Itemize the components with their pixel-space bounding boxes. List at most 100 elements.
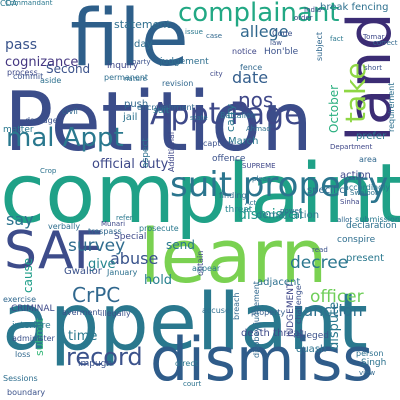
cloud-word: administer [12,334,55,343]
cloud-word: view [359,369,376,377]
cloud-word: dismiss [150,325,374,395]
cloud-word: court [183,380,202,388]
cloud-word: interfere [12,321,51,331]
cloud-word: Department [330,143,373,151]
cloud-word: refer [116,214,133,222]
cloud-word: decree [290,253,349,273]
cloud-word: learn [140,214,328,300]
cloud-word: alleged [296,331,330,341]
cloud-word: day [134,39,153,50]
cloud-word: Sinha [340,198,360,206]
cloud-word: damage [25,116,58,125]
cloud-word: complainant [178,0,340,28]
cloud-word: hold [144,273,173,288]
cloud-word: declaration [346,221,397,231]
cloud-word: CRIMINAL [11,304,55,314]
cloud-word: death threat [241,328,304,339]
cloud-word: correct [373,39,398,47]
cloud-word: prefer [356,131,387,142]
cloud-word: send [166,238,195,252]
cloud-word: prosecute [139,224,179,233]
cloud-word: Appt Page [150,97,303,132]
cloud-word: Petition [4,75,313,170]
cloud-word: January [107,268,138,277]
cloud-word: direct [175,359,198,368]
cloud-word: disobey judgement [252,281,261,358]
cloud-word: survey [68,236,126,256]
cloud-word: specific [307,185,345,196]
cloud-word: permanent [104,73,149,82]
cloud-word: mal Appt [6,123,124,153]
cloud-word: Commandant [5,0,53,7]
cloud-word: party [132,58,151,66]
cloud-word: suit [153,106,170,116]
cloud-word: boundary [7,388,46,397]
cloud-word: record [66,343,143,371]
cloud-word: Tomar [363,33,385,41]
cloud-word: file [70,0,189,84]
cloud-word: encroachment [137,103,195,112]
cloud-word: SUPREME [242,162,276,170]
cloud-word: illegally [100,309,131,318]
cloud-word: fence [240,63,263,72]
cloud-word: Crop [40,167,57,175]
cloud-word: say [6,210,34,229]
cloud-word: SAF [4,221,104,281]
cloud-word: allege [240,22,289,41]
cloud-word: quash [296,344,327,355]
cloud-word: subject [315,32,324,61]
cloud-word: issue [185,28,203,36]
cloud-word: suit property [170,165,389,205]
cloud-word: Special [114,232,147,242]
cloud-word: power [280,207,302,215]
cloud-word: verbally [48,222,81,231]
cloud-word: accuse [202,306,230,315]
cloud-word: sanction [295,301,363,320]
cloud-word: date [232,68,269,87]
cloud-word: break fencing [320,2,389,13]
cloud-word: city [210,70,223,78]
cloud-word: read [312,246,328,254]
cloud-word: Sessions [3,374,38,383]
cloud-word: fact [330,35,344,43]
cloud-word: Singh [361,358,387,368]
cloud-word: CDA [0,0,18,8]
cloud-word: official duty [92,157,169,172]
cloud-word: challenge [294,285,303,324]
cloud-word: Additional [167,131,176,172]
cloud-word: complaint [0,147,400,242]
cloud-word: Act [245,199,257,207]
cloud-word: impugn [78,359,113,369]
cloud-word: allot [337,216,353,224]
cloud-word: obtain [196,250,205,276]
cloud-word: carry [224,103,237,132]
cloud-word: India [304,6,322,14]
cloud-word: adjacent [257,277,301,288]
cloud-word: offence [212,154,246,164]
cloud-word: nos [238,88,274,112]
cloud-word: officer [310,287,364,307]
cloud-word: aside [40,76,62,85]
cloud-word: case [206,32,223,40]
cloud-word: time [68,329,98,344]
cloud-word: accordingly [344,183,391,192]
cloud-word: revision [162,79,194,88]
cloud-word: jail [123,112,138,123]
cloud-word: plea [252,175,267,183]
cloud-word: judgement [160,57,209,67]
cloud-word: give [88,257,116,272]
cloud-word: person [356,349,384,358]
cloud-word: inquiry [107,61,139,71]
cloud-word: process [7,68,38,77]
cloud-word: March [228,136,259,147]
cloud-word: push [124,99,149,110]
cloud-word: demarcation [256,210,320,221]
cloud-word: Swalook [350,189,380,197]
cloud-word: exercise [3,295,37,304]
cloud-word: property [251,308,286,317]
cloud-word: capture [203,139,234,148]
cloud-word: Hon'ble [264,47,299,57]
cloud-word: breach [232,292,241,320]
cloud-word: abuse [110,249,159,268]
